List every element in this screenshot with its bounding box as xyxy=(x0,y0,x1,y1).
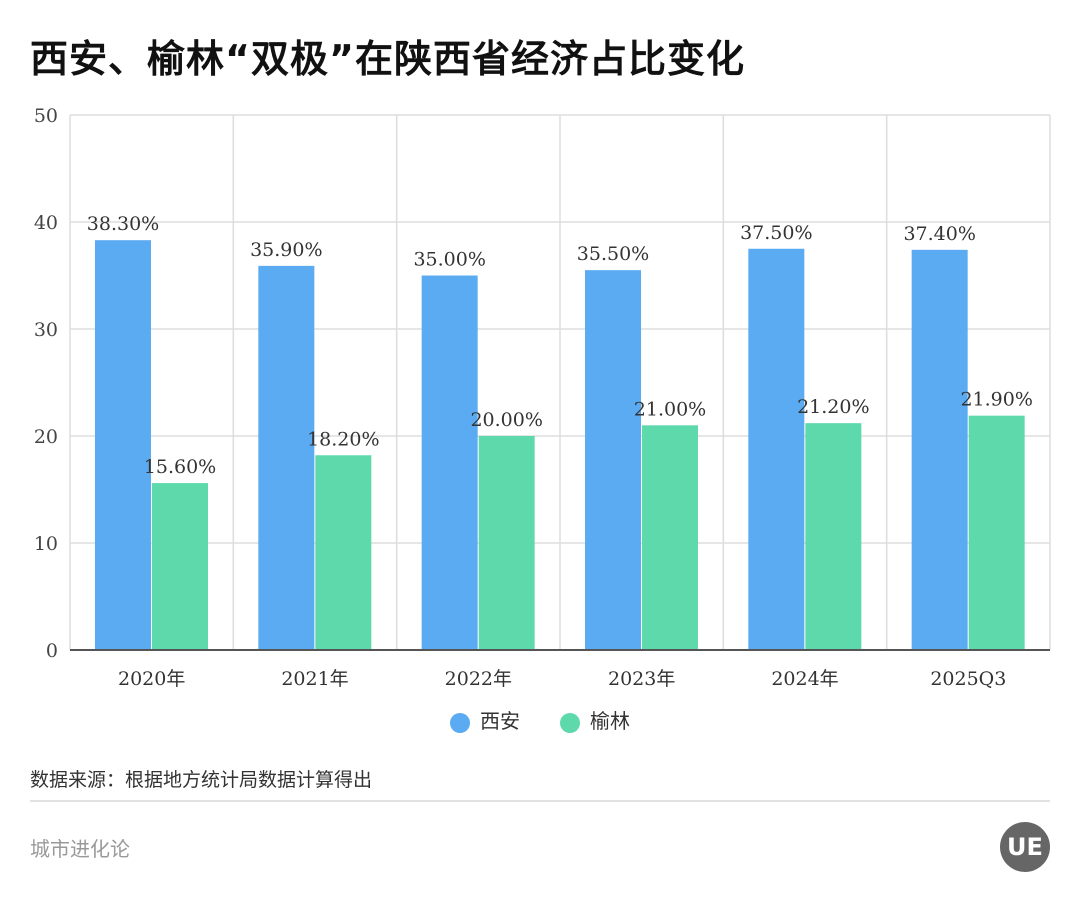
bar-xian xyxy=(748,248,805,650)
bar-yulin xyxy=(315,455,372,650)
y-tick-label: 0 xyxy=(46,640,58,662)
legend-item-xian: 西安 xyxy=(450,705,520,734)
legend-label: 西安 xyxy=(480,709,520,733)
x-tick-label: 2025Q3 xyxy=(930,668,1006,690)
bar-xian xyxy=(585,270,641,650)
data-label: 15.60% xyxy=(144,456,216,478)
x-tick-label: 2023年 xyxy=(608,668,675,690)
bar-yulin xyxy=(642,425,698,650)
bar-yulin xyxy=(805,423,862,650)
bar-yulin xyxy=(968,415,1025,650)
legend-item-yulin: 榆林 xyxy=(560,705,630,734)
data-label: 20.00% xyxy=(470,409,542,431)
divider xyxy=(30,800,1050,802)
data-label: 35.00% xyxy=(413,249,485,271)
brand-logo: UE xyxy=(1000,822,1050,872)
data-label: 21.20% xyxy=(797,396,869,418)
data-label: 35.90% xyxy=(250,239,322,261)
legend: 西安 榆林 xyxy=(0,705,1080,734)
x-tick-label: 2021年 xyxy=(281,668,348,690)
data-label: 37.50% xyxy=(740,222,812,244)
bar-yulin xyxy=(478,436,535,650)
bar-xian xyxy=(911,249,968,650)
legend-swatch xyxy=(450,712,470,733)
y-tick-label: 20 xyxy=(34,426,58,448)
data-label: 21.00% xyxy=(634,398,706,420)
legend-label: 榆林 xyxy=(590,709,630,733)
data-label: 38.30% xyxy=(87,213,159,235)
data-label: 35.50% xyxy=(577,243,649,265)
bar-xian xyxy=(95,240,151,650)
bar-xian xyxy=(258,265,315,650)
chart-title: 西安、榆林“双极”在陕西省经济占比变化 xyxy=(30,37,745,81)
source-note: 数据来源：根据地方统计局数据计算得出 xyxy=(30,769,373,791)
bar-xian xyxy=(421,275,478,650)
data-label: 21.90% xyxy=(960,389,1032,411)
y-tick-label: 10 xyxy=(34,533,58,555)
y-tick-label: 40 xyxy=(34,212,58,234)
x-tick-label: 2020年 xyxy=(118,668,185,690)
bar-yulin xyxy=(152,483,208,650)
brand-name: 城市进化论 xyxy=(30,837,130,861)
data-label: 18.20% xyxy=(307,428,379,450)
x-tick-label: 2024年 xyxy=(771,668,838,690)
y-tick-label: 50 xyxy=(34,105,58,127)
y-tick-label: 30 xyxy=(34,319,58,341)
legend-swatch xyxy=(560,712,580,733)
x-tick-label: 2022年 xyxy=(445,668,512,690)
bar-chart: 0 10 20 30 40 50 38.30% 15.60% 2020年 35.90% 18.20%… xyxy=(34,105,1051,690)
data-label: 37.40% xyxy=(903,223,975,245)
